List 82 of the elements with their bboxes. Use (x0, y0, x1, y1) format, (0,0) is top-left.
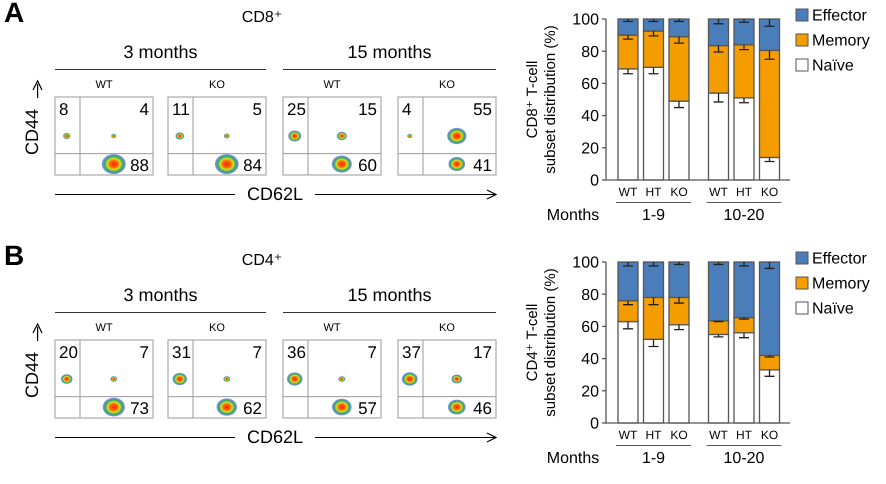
text: A (4, 0, 24, 28)
text: CD62L (246, 184, 304, 204)
text: CD44 (22, 352, 42, 398)
category-label: KO (209, 79, 226, 91)
data-label: 55 (473, 100, 492, 119)
x-tick-label: WT (709, 185, 728, 199)
category-label: KO (209, 322, 226, 334)
text: 3 months (123, 285, 198, 305)
y-tick-label: 20 (581, 383, 600, 400)
data-label: 84 (243, 156, 262, 175)
x-tick-label: KO (760, 185, 778, 199)
legend-label: Naïve (812, 58, 854, 75)
x-tick-label: WT (618, 185, 638, 199)
text: CD8⁺ (242, 9, 282, 26)
data-label: 62 (243, 399, 262, 418)
data-label: 60 (358, 156, 377, 175)
data-label: 17 (473, 343, 492, 362)
x-tick-label: KO (670, 185, 688, 199)
x-tick-label: HT (736, 428, 753, 442)
data-label: 7 (368, 343, 377, 362)
x-tick-label: HT (646, 185, 662, 199)
text: 10-20 (724, 207, 765, 224)
y-tick-label: 100 (572, 12, 600, 29)
y-tick-label: 40 (581, 108, 600, 126)
y-axis-title: CD8⁺ T-cell subset distribution (%) (524, 25, 559, 174)
x-tick-label: HT (736, 185, 753, 199)
data-label: 7 (140, 343, 149, 362)
category-label: WT (323, 79, 341, 91)
text: 3 months (123, 42, 198, 62)
y-axis-title: CD4⁺ T-cell subset distribution (%) (524, 268, 559, 417)
text: CD62L (246, 427, 304, 447)
x-tick-label: WT (709, 428, 728, 442)
y-tick-label: 80 (581, 44, 600, 61)
y-tick-label: 60 (581, 319, 600, 336)
y-tick-label: 20 (581, 140, 600, 158)
text: 10-20 (724, 450, 765, 467)
y-tick-label: 0 (590, 416, 600, 433)
data-label: 25 (287, 100, 306, 119)
legend-label: Effector (812, 8, 868, 25)
text: Months (546, 207, 600, 224)
data-label: 7 (252, 343, 262, 362)
y-tick-label: 60 (581, 76, 600, 93)
data-label: 41 (473, 156, 492, 175)
text: 1-9 (642, 450, 666, 467)
data-label: 73 (130, 399, 149, 418)
legend-label: Memory (812, 276, 870, 293)
x-tick-label: HT (646, 428, 662, 442)
x-tick-label: KO (670, 428, 688, 442)
data-label: 4 (402, 100, 412, 119)
category-label: WT (95, 79, 113, 91)
y-tick-label: 0 (590, 172, 600, 190)
y-tick-label: 100 (572, 254, 600, 272)
category-label: KO (439, 322, 456, 334)
text: 1-9 (642, 207, 666, 224)
category-label: WT (323, 322, 341, 334)
category-label: KO (439, 79, 456, 91)
data-label: 8 (59, 100, 68, 119)
data-label: 37 (402, 343, 421, 362)
legend-label: Naïve (812, 300, 854, 318)
data-label: 4 (140, 100, 149, 119)
legend-label: Memory (812, 32, 870, 50)
text: 15 months (347, 285, 432, 305)
text: CD44 (22, 108, 42, 156)
x-tick-label: KO (760, 428, 778, 442)
data-label: 31 (172, 343, 191, 362)
data-label: 15 (358, 100, 377, 119)
data-label: 5 (252, 100, 262, 119)
data-label: 57 (358, 399, 377, 418)
data-label: 11 (172, 100, 190, 119)
y-tick-label: 80 (581, 286, 600, 304)
x-tick-label: WT (618, 428, 638, 442)
text: CD4⁺ (242, 252, 282, 269)
data-label: 20 (59, 343, 78, 362)
text: Months (546, 450, 600, 467)
text: 15 months (347, 42, 432, 62)
y-tick-label: 40 (581, 351, 600, 368)
category-label: WT (95, 322, 113, 334)
data-label: 36 (287, 343, 306, 362)
data-label: 88 (130, 156, 149, 175)
data-label: 46 (473, 399, 492, 418)
text: B (4, 240, 24, 271)
legend-label: Effector (812, 250, 868, 268)
